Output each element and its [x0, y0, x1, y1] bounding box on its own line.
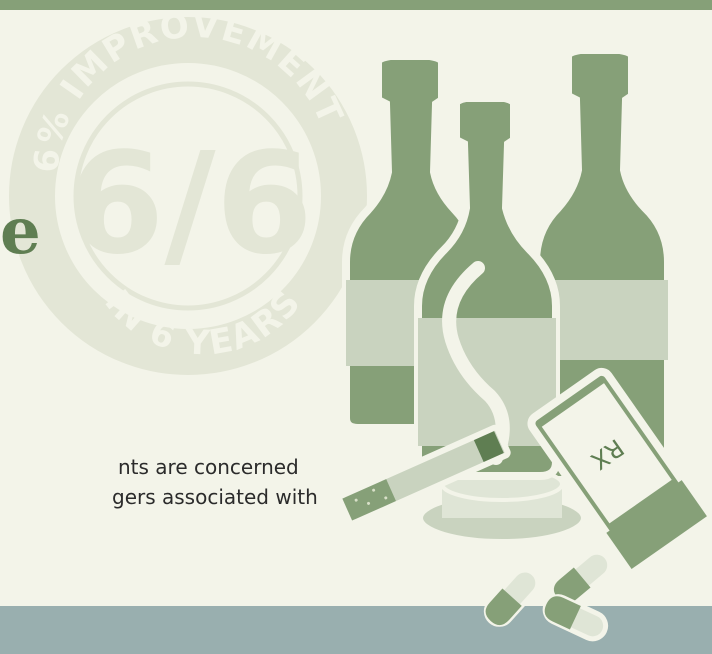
top-color-band	[0, 0, 712, 10]
rx-bottle: RX	[527, 367, 708, 570]
body-line-2: gers associated with	[112, 485, 318, 509]
badge-inner-ring	[73, 81, 303, 311]
badge-numeral: 6/6	[67, 123, 313, 286]
badge-ring	[9, 17, 367, 375]
cigarette	[339, 424, 511, 526]
improvement-badge: 6% IMPROVEMENT IN 6 YEARS 6/6	[9, 5, 367, 375]
smoke-swirl	[442, 261, 510, 465]
body-line-1: nts are concerned	[118, 455, 299, 479]
headline-fragment: e	[0, 194, 41, 269]
pills	[483, 549, 613, 642]
body-text: nts are concerned gers associated with	[0, 452, 320, 512]
